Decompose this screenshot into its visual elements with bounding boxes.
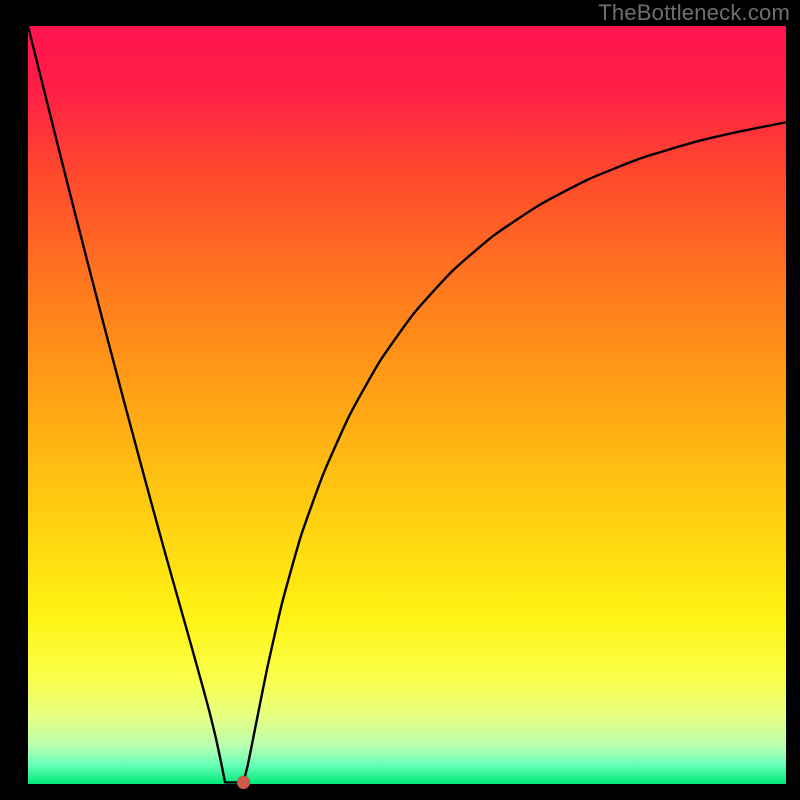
watermark-text: TheBottleneck.com (598, 0, 790, 26)
chart-stage: TheBottleneck.com (0, 0, 800, 800)
curve-layer (28, 26, 786, 784)
bottleneck-curve (28, 26, 786, 782)
plot-frame (28, 26, 786, 784)
optimal-point-marker (237, 776, 250, 789)
